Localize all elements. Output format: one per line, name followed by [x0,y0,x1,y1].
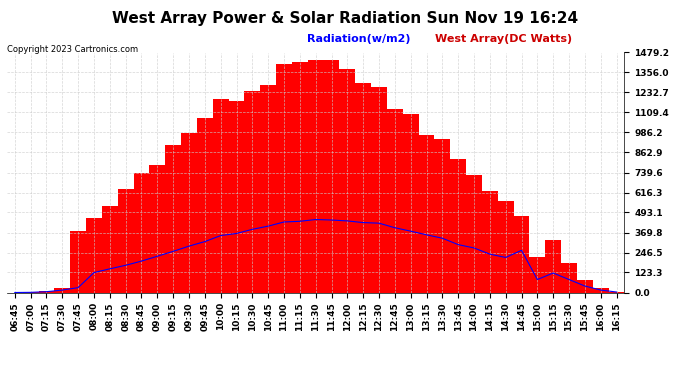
Bar [244,92,260,292]
Bar [165,145,181,292]
Bar [86,217,102,292]
Bar [228,102,244,292]
Bar [150,165,165,292]
Bar [324,60,339,292]
Bar [339,69,355,292]
Bar [435,139,451,292]
Bar [482,191,497,292]
Bar [451,159,466,292]
Bar [39,291,55,292]
Bar [403,114,419,292]
Bar [419,135,435,292]
Bar [292,62,308,292]
Bar [529,257,545,292]
Text: West Array Power & Solar Radiation Sun Nov 19 16:24: West Array Power & Solar Radiation Sun N… [112,11,578,26]
Bar [118,189,134,292]
Text: Radiation(w/m2): Radiation(w/m2) [307,34,411,44]
Text: West Array(DC Watts): West Array(DC Watts) [435,34,572,44]
Bar [466,176,482,292]
Bar [561,263,577,292]
Bar [387,109,403,292]
Bar [134,173,150,292]
Bar [497,201,513,292]
Bar [577,279,593,292]
Bar [213,99,228,292]
Bar [513,216,529,292]
Bar [55,288,70,292]
Bar [308,60,324,292]
Bar [593,288,609,292]
Bar [545,240,561,292]
Text: Copyright 2023 Cartronics.com: Copyright 2023 Cartronics.com [7,45,138,54]
Bar [355,82,371,292]
Bar [276,64,292,292]
Bar [70,231,86,292]
Bar [371,87,387,292]
Bar [102,206,118,292]
Bar [260,85,276,292]
Bar [197,118,213,292]
Bar [181,133,197,292]
